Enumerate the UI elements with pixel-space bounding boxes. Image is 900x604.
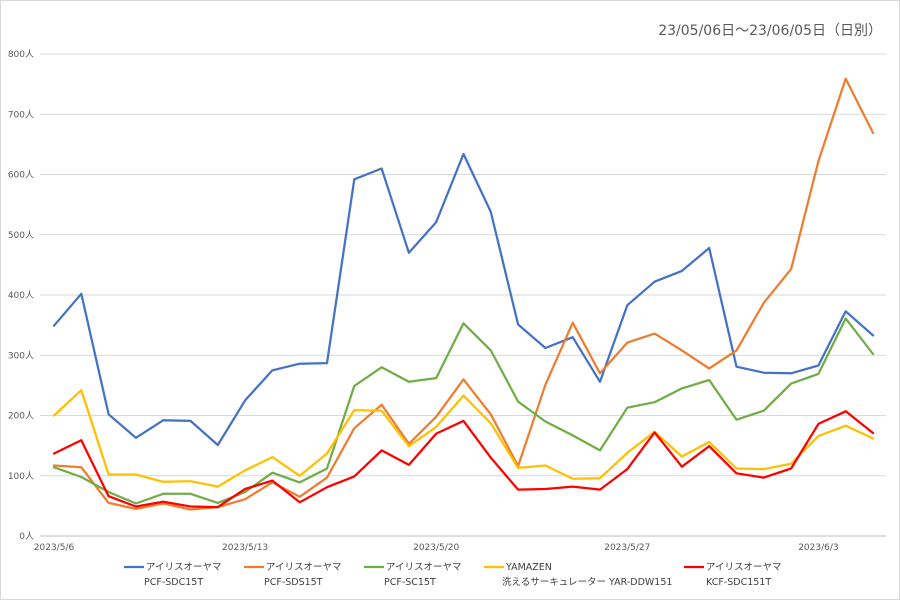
y-tick-label: 500人 [8, 230, 34, 241]
series-line-2 [52, 77, 875, 511]
x-tick-label: 2023/5/27 [604, 543, 650, 553]
legend-label-1: アイリスオーヤマ [146, 562, 222, 573]
series-line-1 [52, 152, 875, 447]
legend-label-5: アイリスオーヤマ [706, 562, 782, 573]
legend-sublabel-1: PCF-SDC15T [144, 577, 203, 588]
legend-sublabel-4: 洗えるサーキュレーター YAR-DDW151 [502, 576, 672, 588]
legend-label-3: アイリスオーヤマ [386, 562, 462, 573]
y-tick-label: 300人 [8, 350, 34, 361]
y-tick-label: 100人 [8, 471, 34, 482]
legend: アイリスオーヤマ PCF-SDC15T アイリスオーヤマ PCF-SDS15T アイリス… [124, 562, 782, 588]
x-tick-label: 2023/5/13 [222, 543, 268, 553]
series-line-5 [52, 410, 875, 509]
y-tick-label: 600人 [8, 170, 34, 181]
legend-sublabel-3: PCF-SC15T [384, 577, 436, 588]
gridlines [40, 53, 886, 537]
series-line-4 [52, 389, 875, 488]
x-tick-label: 2023/5/6 [34, 543, 75, 553]
x-tick-label: 2023/6/3 [798, 543, 838, 553]
legend-label-4: YAMAZEN [505, 562, 552, 573]
series-lines [52, 77, 875, 511]
y-tick-label: 400人 [8, 290, 34, 301]
series-line-3 [52, 317, 875, 505]
y-tick-label: 700人 [8, 109, 34, 120]
y-tick-label: 0人 [19, 531, 34, 542]
legend-sublabel-2: PCF-SDS15T [264, 577, 323, 588]
y-axis: 0人 100人 200人 300人 400人 500人 600人 700人 800人 [8, 49, 34, 542]
legend-sublabel-5: KCF-SDC151T [706, 577, 771, 588]
legend-label-2: アイリスオーヤマ [266, 562, 342, 573]
chart-subtitle: 23/05/06日～23/06/05日（日別） [658, 23, 882, 39]
x-axis: 2023/5/6 2023/5/13 2023/5/20 2023/5/27 2023/… [34, 543, 839, 553]
y-tick-label: 800人 [8, 49, 34, 60]
y-tick-label: 200人 [8, 411, 34, 422]
x-tick-label: 2023/5/20 [413, 543, 459, 553]
